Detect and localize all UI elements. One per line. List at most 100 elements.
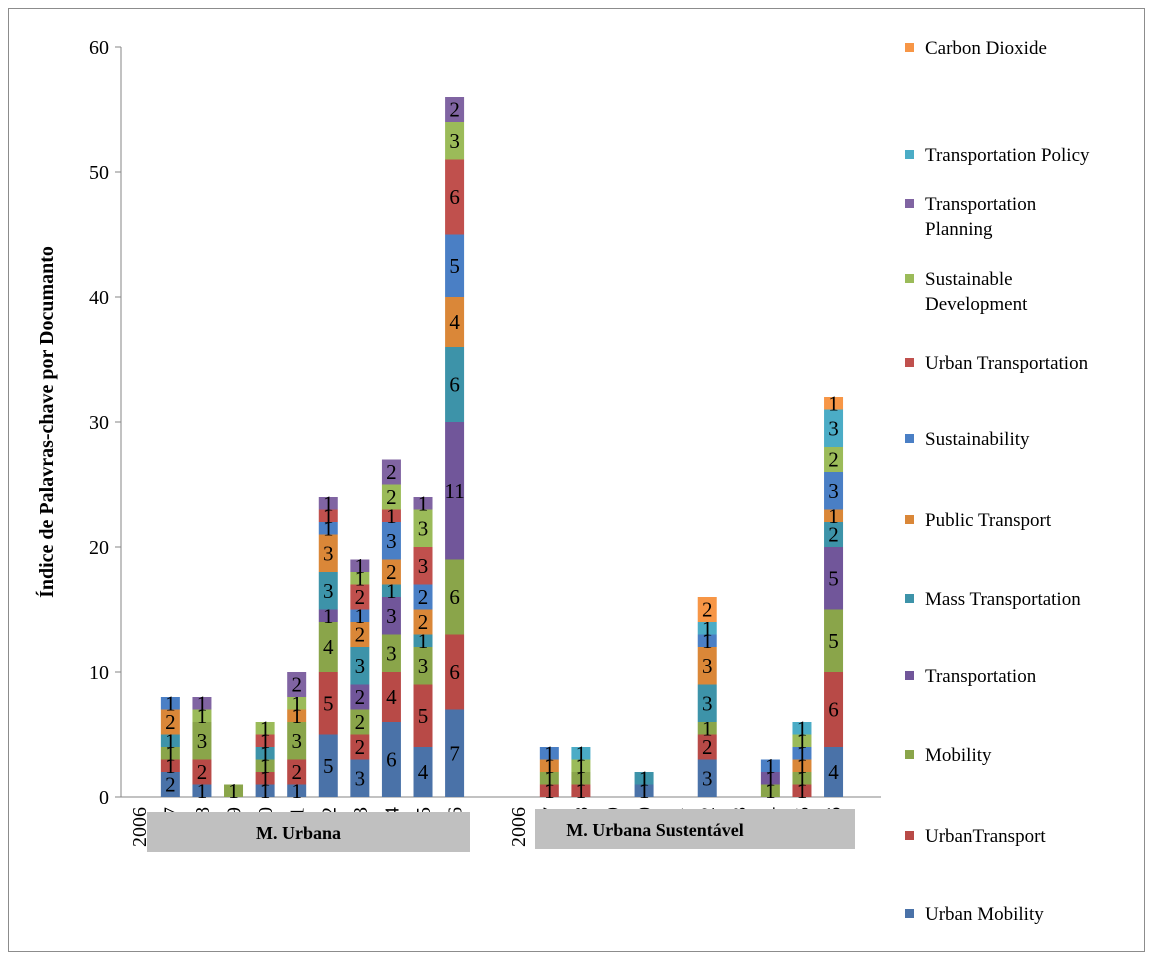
legend-label: Urban Transportation <box>925 353 1089 374</box>
segment-value-label: 1 <box>165 754 176 778</box>
bar-segment <box>287 672 307 697</box>
segment-value-label: 3 <box>323 541 334 565</box>
segment-value-label: 1 <box>418 629 429 653</box>
bar-segment <box>318 672 338 735</box>
bar-segment <box>381 509 401 522</box>
bar-segment <box>413 547 433 585</box>
segment-value-label: 1 <box>260 766 271 790</box>
segment-value-label: 2 <box>386 485 397 509</box>
segment-value-label: 1 <box>386 504 397 528</box>
segment-value-label: 1 <box>418 491 429 515</box>
bar-segment <box>318 609 338 622</box>
segment-value-label: 1 <box>765 766 776 790</box>
bar-segment <box>571 747 591 760</box>
legend-label: UrbanTransport <box>925 826 1046 847</box>
bar-segment <box>824 409 844 447</box>
segment-value-label: 1 <box>576 741 587 765</box>
bar-segment <box>160 697 180 710</box>
bar-segment <box>224 784 244 797</box>
segment-value-label: 7 <box>449 741 460 765</box>
bar-segment <box>255 722 275 735</box>
segment-value-label: 2 <box>386 460 397 484</box>
bar-segment <box>255 747 275 760</box>
bar-segment <box>571 772 591 785</box>
bar-segment <box>824 672 844 747</box>
segment-value-label: 1 <box>323 491 334 515</box>
bar-segment <box>824 509 844 522</box>
bar-segment <box>287 697 307 710</box>
segment-value-label: 1 <box>702 616 713 640</box>
stacked-bar-chart: Índice de Palavras-chave por Documanto 0 1… <box>35 37 1090 925</box>
segment-value-label: 3 <box>386 641 397 665</box>
segment-value-label: 3 <box>386 529 397 553</box>
bar-segment <box>760 759 780 772</box>
bar-segment <box>350 759 370 797</box>
bar-segment <box>792 784 812 797</box>
bar-segment <box>539 784 559 797</box>
segment-value-label: 3 <box>828 479 839 503</box>
segment-value-label: 3 <box>702 654 713 678</box>
segment-value-label: 3 <box>323 579 334 603</box>
segment-value-label: 1 <box>797 741 808 765</box>
bar-segment <box>350 559 370 572</box>
bar-segment <box>792 734 812 747</box>
segment-value-label: 2 <box>165 773 176 797</box>
bar-segment <box>539 759 559 772</box>
bar-segment <box>381 597 401 635</box>
bar-segment <box>792 722 812 735</box>
legend-swatch <box>905 150 914 159</box>
segment-value-label: 1 <box>797 779 808 803</box>
bar-segment <box>160 734 180 747</box>
bar-segment <box>824 397 844 410</box>
segment-value-label: 1 <box>576 766 587 790</box>
legend-label: Urban Mobility <box>925 904 1044 925</box>
segment-value-label: 1 <box>165 729 176 753</box>
bar-segment <box>350 609 370 622</box>
bar-segment <box>445 122 465 160</box>
segment-value-label: 1 <box>797 754 808 778</box>
segment-value-label: 3 <box>702 691 713 715</box>
bar-segment <box>287 759 307 785</box>
group-band <box>147 812 470 852</box>
bar-segment <box>792 759 812 772</box>
segment-value-label: 2 <box>355 685 366 709</box>
legend-swatch <box>905 515 914 524</box>
legend-label: Transportation <box>925 194 1037 215</box>
bar-segment <box>824 547 844 610</box>
segment-value-label: 2 <box>828 448 839 472</box>
bar-segment <box>824 447 844 472</box>
group-label: M. Urbana Sustentável <box>566 820 744 840</box>
bar-segment <box>445 297 465 347</box>
segment-value-label: 5 <box>449 254 460 278</box>
bar-segment <box>445 234 465 297</box>
bar-segment <box>255 772 275 785</box>
bar-segment <box>760 772 780 785</box>
segment-value-label: 3 <box>702 766 713 790</box>
segment-value-label: 2 <box>702 735 713 759</box>
segment-value-label: 1 <box>576 779 587 803</box>
legend-label: Planning <box>925 219 993 240</box>
segment-value-label: 1 <box>197 691 208 715</box>
bar-segment <box>255 784 275 797</box>
bar-segment <box>381 722 401 797</box>
segment-value-label: 1 <box>291 779 302 803</box>
bar-segment <box>350 684 370 710</box>
legend-swatch <box>905 594 914 603</box>
bar-segment <box>634 784 654 797</box>
segment-value-label: 1 <box>323 504 334 528</box>
bar-segment <box>634 772 654 785</box>
segment-value-label: 3 <box>449 129 460 153</box>
bar-segment <box>792 747 812 760</box>
segment-value-label: 1 <box>165 691 176 715</box>
segment-value-label: 1 <box>544 741 555 765</box>
legend-swatch <box>905 199 914 208</box>
segment-value-label: 1 <box>828 504 839 528</box>
bar-segment <box>824 747 844 797</box>
segment-value-label: 1 <box>797 729 808 753</box>
bar-segment <box>381 484 401 510</box>
bar-segment <box>697 622 717 635</box>
legend-label: Public Transport <box>925 510 1052 531</box>
segment-value-label: 1 <box>291 704 302 728</box>
segment-value-label: 3 <box>386 604 397 628</box>
segment-value-label: 4 <box>449 310 460 334</box>
